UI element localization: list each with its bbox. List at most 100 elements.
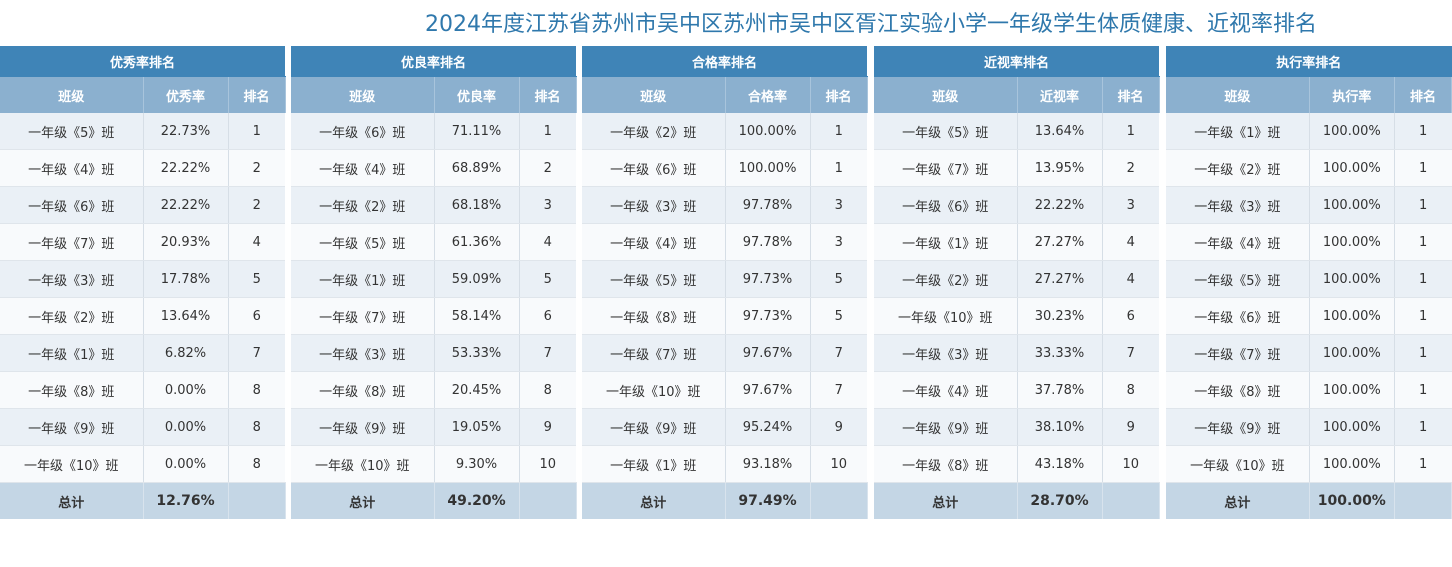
class-name-cell: 一年级《6》班 bbox=[291, 113, 435, 150]
rate-cell: 97.67% bbox=[725, 334, 811, 372]
total-label: 总计 bbox=[582, 482, 726, 519]
table-row: 一年级《7》班 97.67% 7 bbox=[582, 334, 867, 372]
execution-rate-ranking-table: 执行率排名 班级 执行率 排名 一年级《1》班 100.00% 1 一年级《2》班 100.00… bbox=[1166, 46, 1452, 519]
table-row: 一年级《6》班 22.22% 2 bbox=[0, 186, 285, 224]
table-row: 一年级《1》班 100.00% 1 bbox=[1166, 113, 1452, 150]
rate-cell: 53.33% bbox=[434, 334, 520, 372]
table-row: 一年级《7》班 20.93% 4 bbox=[0, 223, 285, 261]
myopia-rate-ranking-panel: 近视率排名 班级 近视率 排名 一年级《5》班 13.64% 1 一年级《7》班 13.95% 2… bbox=[874, 46, 1160, 521]
rate-cell: 93.18% bbox=[725, 445, 811, 483]
class-name-cell: 一年级《8》班 bbox=[291, 371, 435, 409]
rank-cell: 9 bbox=[810, 408, 867, 446]
column-header-rate[interactable]: 优良率 bbox=[434, 76, 520, 113]
rate-cell: 0.00% bbox=[143, 408, 229, 446]
class-name-cell: 一年级《5》班 bbox=[291, 223, 435, 261]
rate-cell: 13.64% bbox=[1017, 113, 1103, 150]
rank-cell: 3 bbox=[1102, 186, 1159, 224]
good-rate-ranking-table: 优良率排名 班级 优良率 排名 一年级《6》班 71.11% 1 一年级《4》班 68.89% 2… bbox=[291, 46, 577, 519]
class-name-cell: 一年级《5》班 bbox=[874, 113, 1018, 150]
table-row: 一年级《1》班 93.18% 10 bbox=[582, 445, 867, 483]
class-name-cell: 一年级《9》班 bbox=[582, 408, 726, 446]
table-row: 一年级《9》班 95.24% 9 bbox=[582, 408, 867, 446]
rank-cell: 2 bbox=[519, 149, 576, 187]
rate-cell: 0.00% bbox=[143, 445, 229, 483]
class-name-cell: 一年级《8》班 bbox=[582, 297, 726, 335]
rate-cell: 20.93% bbox=[143, 223, 229, 261]
page-title: 2024年度江苏省苏州市吴中区苏州市吴中区胥江实验小学一年级学生体质健康、近视率… bbox=[425, 12, 1317, 37]
rank-cell: 8 bbox=[228, 408, 285, 446]
rank-cell: 10 bbox=[810, 445, 867, 483]
class-name-cell: 一年级《1》班 bbox=[0, 334, 144, 372]
rate-cell: 13.95% bbox=[1017, 149, 1103, 187]
class-name-cell: 一年级《4》班 bbox=[582, 223, 726, 261]
column-header-rate[interactable]: 优秀率 bbox=[143, 76, 229, 113]
column-header-class[interactable]: 班级 bbox=[582, 76, 726, 113]
column-header-rate[interactable]: 合格率 bbox=[725, 76, 811, 113]
rate-cell: 97.73% bbox=[725, 260, 811, 298]
total-rank-empty bbox=[519, 482, 577, 519]
rank-cell: 6 bbox=[228, 297, 285, 335]
table-row: 一年级《3》班 53.33% 7 bbox=[291, 334, 576, 372]
rate-cell: 100.00% bbox=[1309, 113, 1395, 150]
rank-cell: 1 bbox=[1394, 260, 1452, 298]
table-row: 一年级《2》班 100.00% 1 bbox=[582, 113, 867, 150]
class-name-cell: 一年级《8》班 bbox=[0, 371, 144, 409]
total-rank-empty bbox=[1102, 482, 1160, 519]
rank-cell: 4 bbox=[228, 223, 285, 261]
class-name-cell: 一年级《1》班 bbox=[874, 223, 1018, 261]
class-name-cell: 一年级《9》班 bbox=[0, 408, 144, 446]
table-row: 一年级《6》班 100.00% 1 bbox=[1166, 297, 1452, 335]
rate-cell: 95.24% bbox=[725, 408, 811, 446]
column-header-rate[interactable]: 执行率 bbox=[1309, 76, 1395, 113]
table-header-row: 班级 合格率 排名 bbox=[582, 76, 868, 113]
rank-cell: 4 bbox=[1102, 223, 1159, 261]
rank-cell: 3 bbox=[810, 186, 867, 224]
rank-cell: 9 bbox=[1102, 408, 1159, 446]
table-row: 一年级《8》班 100.00% 1 bbox=[1166, 371, 1452, 409]
rate-cell: 100.00% bbox=[1309, 408, 1395, 446]
class-name-cell: 一年级《10》班 bbox=[582, 371, 726, 409]
class-name-cell: 一年级《2》班 bbox=[1166, 149, 1310, 187]
rank-cell: 8 bbox=[228, 371, 285, 409]
rank-cell: 2 bbox=[228, 186, 285, 224]
column-header-rank[interactable]: 排名 bbox=[228, 76, 286, 113]
column-header-class[interactable]: 班级 bbox=[291, 76, 435, 113]
column-header-class[interactable]: 班级 bbox=[874, 76, 1018, 113]
rank-cell: 5 bbox=[810, 297, 867, 335]
total-label: 总计 bbox=[874, 482, 1018, 519]
rate-cell: 22.22% bbox=[143, 149, 229, 187]
column-header-class[interactable]: 班级 bbox=[0, 76, 144, 113]
table-row: 一年级《4》班 22.22% 2 bbox=[0, 149, 285, 187]
rank-cell: 4 bbox=[1102, 260, 1159, 298]
rank-cell: 1 bbox=[1102, 113, 1159, 150]
table-row: 一年级《3》班 100.00% 1 bbox=[1166, 186, 1452, 224]
rate-cell: 97.78% bbox=[725, 223, 811, 261]
class-name-cell: 一年级《7》班 bbox=[874, 149, 1018, 187]
table-group-title: 执行率排名 bbox=[1166, 46, 1452, 77]
rate-cell: 22.73% bbox=[143, 113, 229, 150]
class-name-cell: 一年级《1》班 bbox=[291, 260, 435, 298]
rate-cell: 13.64% bbox=[143, 297, 229, 335]
class-name-cell: 一年级《7》班 bbox=[582, 334, 726, 372]
table-row: 一年级《5》班 97.73% 5 bbox=[582, 260, 867, 298]
table-row: 一年级《9》班 0.00% 8 bbox=[0, 408, 285, 446]
column-header-class[interactable]: 班级 bbox=[1166, 76, 1310, 113]
class-name-cell: 一年级《7》班 bbox=[291, 297, 435, 335]
rank-cell: 2 bbox=[228, 149, 285, 187]
table-row: 一年级《7》班 13.95% 2 bbox=[874, 149, 1159, 187]
rate-cell: 97.73% bbox=[725, 297, 811, 335]
column-header-rank[interactable]: 排名 bbox=[1102, 76, 1160, 113]
class-name-cell: 一年级《5》班 bbox=[582, 260, 726, 298]
column-header-rate[interactable]: 近视率 bbox=[1017, 76, 1103, 113]
rank-cell: 3 bbox=[810, 223, 867, 261]
rank-cell: 1 bbox=[810, 113, 867, 150]
class-name-cell: 一年级《9》班 bbox=[1166, 408, 1310, 446]
table-row: 一年级《9》班 38.10% 9 bbox=[874, 408, 1159, 446]
table-row: 一年级《10》班 97.67% 7 bbox=[582, 371, 867, 409]
column-header-rank[interactable]: 排名 bbox=[810, 76, 868, 113]
rate-cell: 68.89% bbox=[434, 149, 520, 187]
total-label: 总计 bbox=[1166, 482, 1310, 519]
column-header-rank[interactable]: 排名 bbox=[519, 76, 577, 113]
class-name-cell: 一年级《4》班 bbox=[291, 149, 435, 187]
column-header-rank[interactable]: 排名 bbox=[1394, 76, 1452, 113]
